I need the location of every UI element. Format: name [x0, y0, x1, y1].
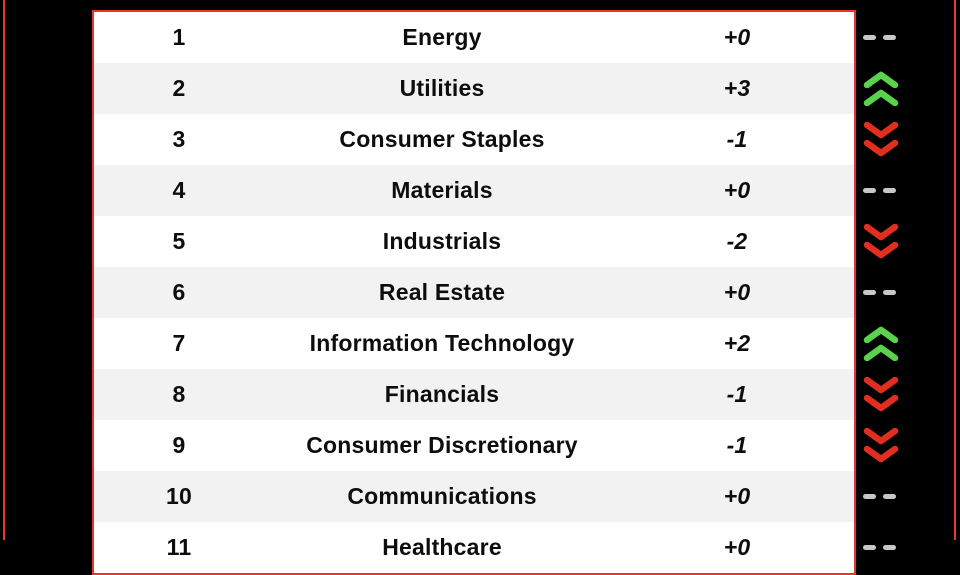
- no-change-dashes-icon: [858, 267, 954, 318]
- double-chevron-up-icon: [858, 318, 954, 369]
- no-change-dashes-icon: [858, 471, 954, 522]
- sector-cell: Energy: [402, 24, 482, 50]
- rank-cell: 5: [172, 228, 186, 254]
- sector-cell: Information Technology: [309, 330, 575, 356]
- change-cell: +0: [723, 177, 751, 203]
- double-chevron-down-icon: [858, 420, 954, 471]
- sector-cell: Materials: [391, 177, 493, 203]
- rank-cell: 7: [172, 330, 186, 356]
- rank-cell: 6: [172, 279, 186, 305]
- change-cell: +0: [723, 24, 751, 50]
- sector-cell: Utilities: [399, 75, 485, 101]
- left-red-edge-line: [3, 0, 5, 540]
- no-change-dashes-icon: [858, 165, 954, 216]
- rank-cell: 1: [172, 24, 186, 50]
- change-cell: +0: [723, 279, 751, 305]
- double-chevron-down-icon: [858, 114, 954, 165]
- sector-cell: Industrials: [382, 228, 502, 254]
- sector-cell: Communications: [347, 483, 537, 509]
- rank-cell: 11: [166, 534, 192, 560]
- double-chevron-up-icon: [858, 63, 954, 114]
- sector-cell: Financials: [384, 381, 500, 407]
- rank-cell: 8: [172, 381, 186, 407]
- change-cell: +0: [723, 534, 751, 560]
- sector-cell: Real Estate: [378, 279, 506, 305]
- table-row: 6 Real Estate +0: [94, 267, 854, 318]
- change-cell: -1: [726, 432, 748, 458]
- table-row: 11 Healthcare +0: [94, 522, 854, 573]
- change-cell: -1: [726, 126, 748, 152]
- table-row: 10 Communications +0: [94, 471, 854, 522]
- table-row: 5 Industrials -2: [94, 216, 854, 267]
- rank-cell: 2: [172, 75, 186, 101]
- change-cell: -2: [726, 228, 748, 254]
- table-row: 9 Consumer Discretionary -1: [94, 420, 854, 471]
- change-cell: +2: [723, 330, 751, 356]
- trend-icon-column: [858, 12, 954, 573]
- table-row: 3 Consumer Staples -1: [94, 114, 854, 165]
- table-row: 1 Energy +0: [94, 12, 854, 63]
- sector-cell: Consumer Staples: [339, 126, 545, 152]
- rank-cell: 10: [166, 483, 192, 509]
- change-cell: -1: [726, 381, 748, 407]
- right-red-edge-line: [954, 0, 956, 540]
- table-row: 7 Information Technology +2: [94, 318, 854, 369]
- change-cell: +0: [723, 483, 751, 509]
- table-row: 8 Financials -1: [94, 369, 854, 420]
- double-chevron-down-icon: [858, 216, 954, 267]
- rank-cell: 9: [172, 432, 186, 458]
- table-row: 2 Utilities +3: [94, 63, 854, 114]
- sector-ranking-table: 1 Energy +0 2 Utilities +3 3 Consumer St…: [92, 10, 856, 575]
- rank-cell: 4: [172, 177, 186, 203]
- sector-cell: Healthcare: [382, 534, 502, 560]
- sector-cell: Consumer Discretionary: [306, 432, 578, 458]
- table-row: 4 Materials +0: [94, 165, 854, 216]
- no-change-dashes-icon: [858, 522, 954, 573]
- rank-cell: 3: [172, 126, 186, 152]
- no-change-dashes-icon: [858, 12, 954, 63]
- double-chevron-down-icon: [858, 369, 954, 420]
- change-cell: +3: [723, 75, 751, 101]
